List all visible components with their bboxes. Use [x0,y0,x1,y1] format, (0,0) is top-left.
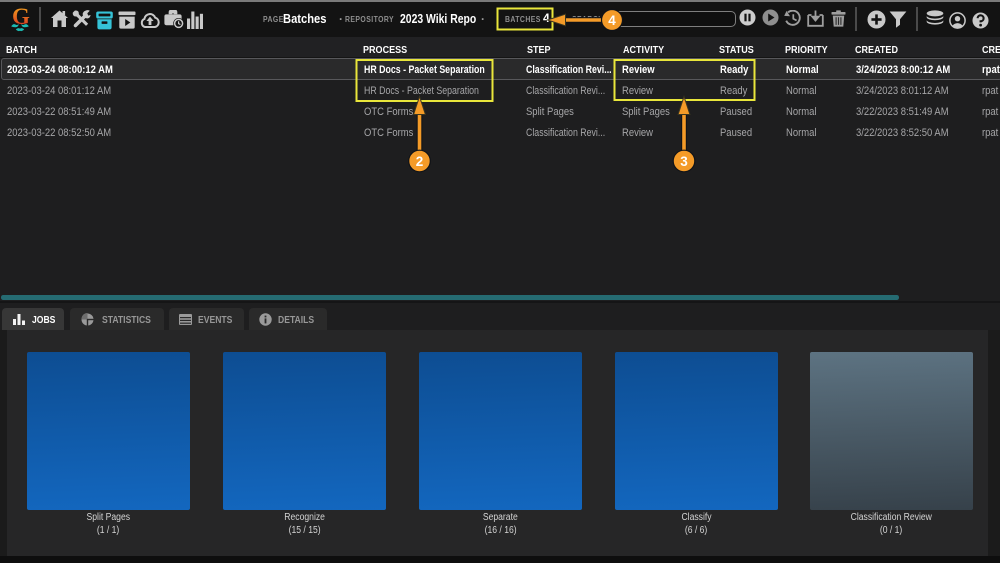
svg-text:3: 3 [680,154,688,169]
svg-text:4: 4 [608,13,616,28]
svg-text:2: 2 [416,154,424,169]
